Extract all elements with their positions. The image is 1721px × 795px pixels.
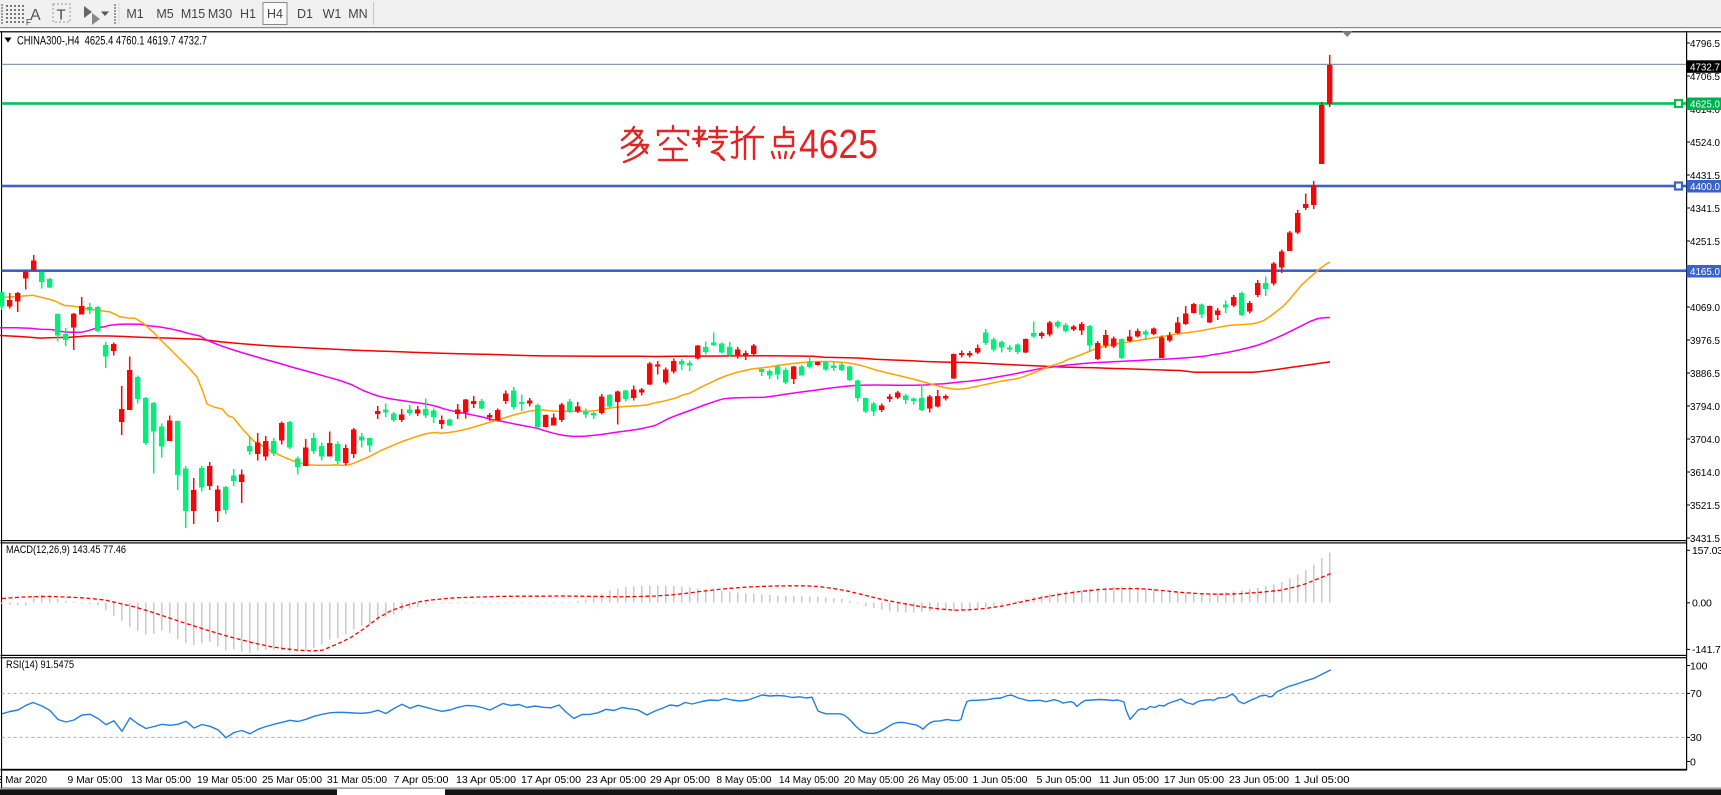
svg-text:5 Jun 05:00: 5 Jun 05:00 (1037, 775, 1092, 786)
svg-text:3704.0: 3704.0 (1690, 434, 1720, 446)
svg-text:-141.79: -141.79 (1692, 644, 1721, 656)
svg-text:29 Apr 05:00: 29 Apr 05:00 (650, 775, 710, 786)
svg-text:9 Mar 05:00: 9 Mar 05:00 (68, 775, 123, 786)
svg-text:17 Apr 05:00: 17 Apr 05:00 (521, 775, 581, 786)
svg-text:157.03: 157.03 (1692, 545, 1721, 557)
svg-text:H1: H1 (240, 7, 256, 21)
svg-text:D1: D1 (297, 7, 313, 21)
svg-text:W1: W1 (323, 7, 342, 21)
svg-text:4706.5: 4706.5 (1690, 71, 1720, 83)
svg-text:CHINA300-,H4 4625.4 4760.1 46: CHINA300-,H4 4625.4 4760.1 4619.7 4732.7 (17, 36, 207, 48)
svg-text:4400.0: 4400.0 (1690, 181, 1720, 193)
svg-text:23 Apr 05:00: 23 Apr 05:00 (586, 775, 646, 786)
svg-text:0: 0 (1690, 756, 1696, 768)
svg-text:26 May 05:00: 26 May 05:00 (908, 775, 968, 786)
svg-text:1 Jun 05:00: 1 Jun 05:00 (973, 775, 1028, 786)
svg-text:23 Jun 05:00: 23 Jun 05:00 (1229, 775, 1289, 786)
svg-text:8 May 05:00: 8 May 05:00 (717, 775, 772, 786)
svg-text:70: 70 (1690, 688, 1702, 700)
svg-text:M30: M30 (208, 7, 232, 21)
svg-text:4069.0: 4069.0 (1690, 302, 1720, 314)
svg-text:MACD(12,26,9) 143.45 77.46: MACD(12,26,9) 143.45 77.46 (6, 544, 126, 556)
svg-text:13 Apr 05:00: 13 Apr 05:00 (456, 775, 516, 786)
svg-text:4732.7: 4732.7 (1690, 61, 1720, 73)
svg-text:4165.0: 4165.0 (1690, 266, 1720, 278)
svg-text:RSI(14) 91.5475: RSI(14) 91.5475 (6, 659, 74, 671)
svg-text:M15: M15 (181, 7, 205, 21)
svg-text:3431.5: 3431.5 (1690, 533, 1720, 545)
svg-text:7 Apr 05:00: 7 Apr 05:00 (394, 775, 449, 786)
svg-text:3521.5: 3521.5 (1690, 500, 1720, 512)
svg-text:14 May 05:00: 14 May 05:00 (779, 775, 839, 786)
svg-text:4796.5: 4796.5 (1690, 38, 1720, 50)
svg-text:11 Jun 05:00: 11 Jun 05:00 (1099, 775, 1159, 786)
svg-text:13 Mar 05:00: 13 Mar 05:00 (131, 775, 191, 786)
svg-text:F: F (26, 18, 31, 27)
svg-text:0.00: 0.00 (1692, 598, 1712, 610)
svg-text:3 Mar 2020: 3 Mar 2020 (0, 775, 47, 786)
svg-text:A: A (30, 7, 41, 24)
svg-text:25 Mar 05:00: 25 Mar 05:00 (262, 775, 322, 786)
svg-text:4625: 4625 (799, 121, 878, 167)
svg-text:30: 30 (1690, 732, 1702, 744)
svg-text:20 May 05:00: 20 May 05:00 (844, 775, 904, 786)
svg-text:3886.5: 3886.5 (1690, 368, 1720, 380)
svg-text:M1: M1 (126, 7, 143, 21)
svg-text:4524.0: 4524.0 (1690, 137, 1720, 149)
svg-text:3976.5: 3976.5 (1690, 335, 1720, 347)
svg-text:4625.0: 4625.0 (1690, 99, 1720, 111)
svg-text:3614.0: 3614.0 (1690, 467, 1720, 479)
svg-text:H4: H4 (267, 7, 283, 21)
svg-text:19 Mar 05:00: 19 Mar 05:00 (197, 775, 257, 786)
svg-text:MN: MN (348, 7, 367, 21)
svg-text:4431.5: 4431.5 (1690, 170, 1720, 182)
svg-text:17 Jun 05:00: 17 Jun 05:00 (1164, 775, 1224, 786)
svg-text:T: T (57, 7, 66, 24)
svg-text:M5: M5 (156, 7, 173, 21)
svg-text:4251.5: 4251.5 (1690, 236, 1720, 248)
svg-text:4341.5: 4341.5 (1690, 203, 1720, 215)
svg-text:1 Jul 05:00: 1 Jul 05:00 (1295, 775, 1350, 786)
svg-text:31 Mar 05:00: 31 Mar 05:00 (327, 775, 387, 786)
svg-text:3794.0: 3794.0 (1690, 401, 1720, 413)
svg-text:100: 100 (1690, 660, 1708, 672)
